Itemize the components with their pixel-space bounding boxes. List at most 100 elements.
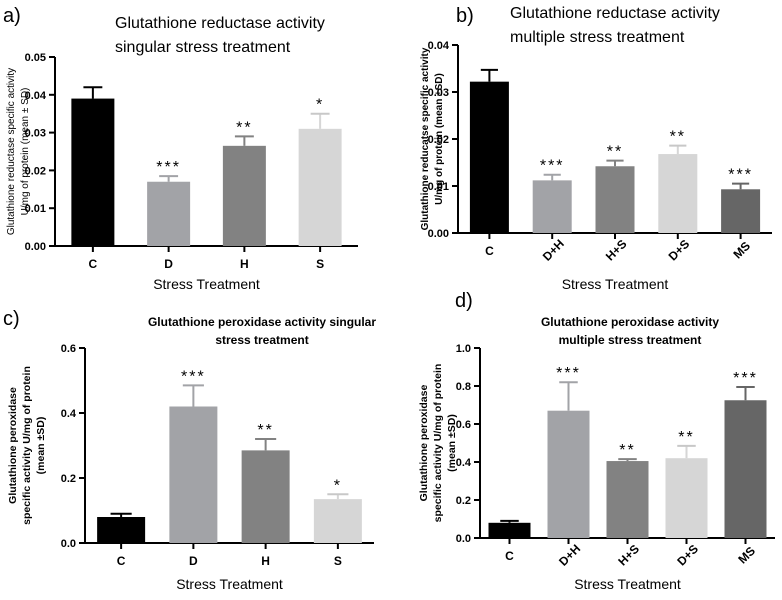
y-tick-label: 0.03 [25,128,46,140]
y-axis-label-line: U/mg of protein (mean ±SD) [434,73,445,205]
bar-ms [721,189,761,233]
y-axis-label-line: Glutathione peroxidase [7,387,19,504]
y-tick-label: 0.01 [25,203,46,215]
chart-title-line: Glutathione reductase activity [115,15,325,32]
bar-h [222,145,266,246]
y-tick-label: 0.0 [456,533,471,545]
chart-title-line: Glutathione peroxidase activity [541,315,719,329]
y-tick-label: 0.4 [456,457,472,469]
y-tick-label: 0.02 [428,134,449,146]
y-axis-label-line: (mean ±SD) [35,417,47,475]
panel-d: d) Glutathione peroxidase activity multipl… [418,290,775,592]
y-tick-label: 0.03 [428,87,449,99]
x-tick-label: H+S [615,542,642,569]
x-tick-label: MS [735,544,758,567]
y-tick-label: 0.01 [428,181,449,193]
y-tick-label: 1.0 [456,343,471,355]
bar-d [169,406,218,543]
significance-label: * [334,477,342,494]
x-axis-label: Stress Treatment [562,276,669,292]
chart-title-line: singular stress treatment [115,39,291,56]
panel-label: a) [3,5,21,27]
panel-b: b) Glutathione reductase activity multiple… [420,5,772,292]
bar-d-s [658,154,698,233]
y-tick-label: 0.05 [25,52,46,64]
y-axis-label-line: U/mg of protein (mean ± SD) [20,88,31,216]
x-tick-label: H+S [603,237,630,264]
panel-label: b) [456,5,474,27]
significance-label: ** [607,144,623,161]
x-tick-label: D+H [556,542,583,569]
bar-s [298,128,342,246]
y-axis-label-line: specific activity U/mg of protein [21,366,33,525]
y-tick-label: 0.2 [61,473,76,485]
x-tick-label: C [89,257,98,271]
y-tick-label: 0.04 [428,40,450,52]
y-tick-label: 0.02 [25,165,46,177]
panel-label: c) [3,308,20,330]
x-tick-label: C [485,244,494,258]
x-tick-label: S [334,554,342,568]
y-tick-label: 0.0 [61,538,76,550]
bar-h [241,450,290,543]
bar-h-s [606,461,649,538]
chart-title-line: multiple stress treatment [559,333,702,347]
bar-s [313,499,362,543]
y-tick-label: 0.2 [456,495,471,507]
x-axis-label: Stress Treatment [153,276,260,292]
y-axis-label-line: specific activity U/mg of protein [432,364,444,523]
x-tick-label: MS [730,239,753,262]
chart-title-line: Glutathione reductase activity [510,5,720,22]
bar-c [71,98,115,246]
bar-d-h [547,410,590,538]
x-tick-label: H [261,554,270,568]
significance-label: ** [619,442,635,459]
y-axis-label-line: Glutathione reducatse specific activity [420,47,431,230]
y-tick-label: 0.00 [428,228,449,240]
bar-c [97,517,146,543]
x-tick-label: S [316,257,324,271]
y-tick-label: 0.6 [61,343,76,355]
y-tick-label: 0.6 [456,419,471,431]
x-tick-label: D [164,257,173,271]
panel-label: d) [455,290,473,312]
bar-d-s [665,458,708,538]
bar-ms [724,400,767,538]
significance-label: * [316,97,324,114]
significance-label: *** [156,159,181,176]
y-tick-label: 0.00 [25,241,46,253]
x-tick-label: D [189,554,198,568]
significance-label: *** [556,365,581,382]
panel-c: c) Glutathione peroxidase activity singul… [3,308,376,592]
bar-h-s [595,166,635,233]
x-tick-label: D+S [666,237,693,264]
y-axis-label-line: Glutathione reductase specific activity [6,68,17,235]
x-tick-label: D+S [674,542,701,569]
bar-d [147,181,191,246]
y-tick-label: 0.4 [61,408,77,420]
significance-label: *** [733,370,758,387]
panel-a: a) Glutathione reductase activity singular… [3,5,358,292]
x-tick-label: C [505,549,514,563]
significance-label: *** [181,368,206,385]
significance-label: *** [540,158,565,175]
y-tick-label: 0.04 [25,90,47,102]
bar-c [469,81,509,233]
bar-d-h [532,180,572,233]
significance-label: *** [728,167,753,184]
x-tick-label: H [240,257,249,271]
significance-label: ** [670,129,686,146]
x-tick-label: D+H [540,237,567,264]
significance-label: ** [257,422,273,439]
chart-title-line: Glutathione peroxidase activity singular [148,315,376,329]
y-axis-label-line: (mean ±SD) [446,414,458,472]
chart-title-line: stress treatment [215,333,308,347]
significance-label: ** [678,429,694,446]
significance-label: ** [236,119,252,136]
x-tick-label: C [117,554,126,568]
x-axis-label: Stress Treatment [574,576,681,592]
y-axis-label-line: Glutathione peroxidase [418,385,430,502]
x-axis-label: Stress Treatment [176,576,283,592]
bar-c [488,522,531,538]
